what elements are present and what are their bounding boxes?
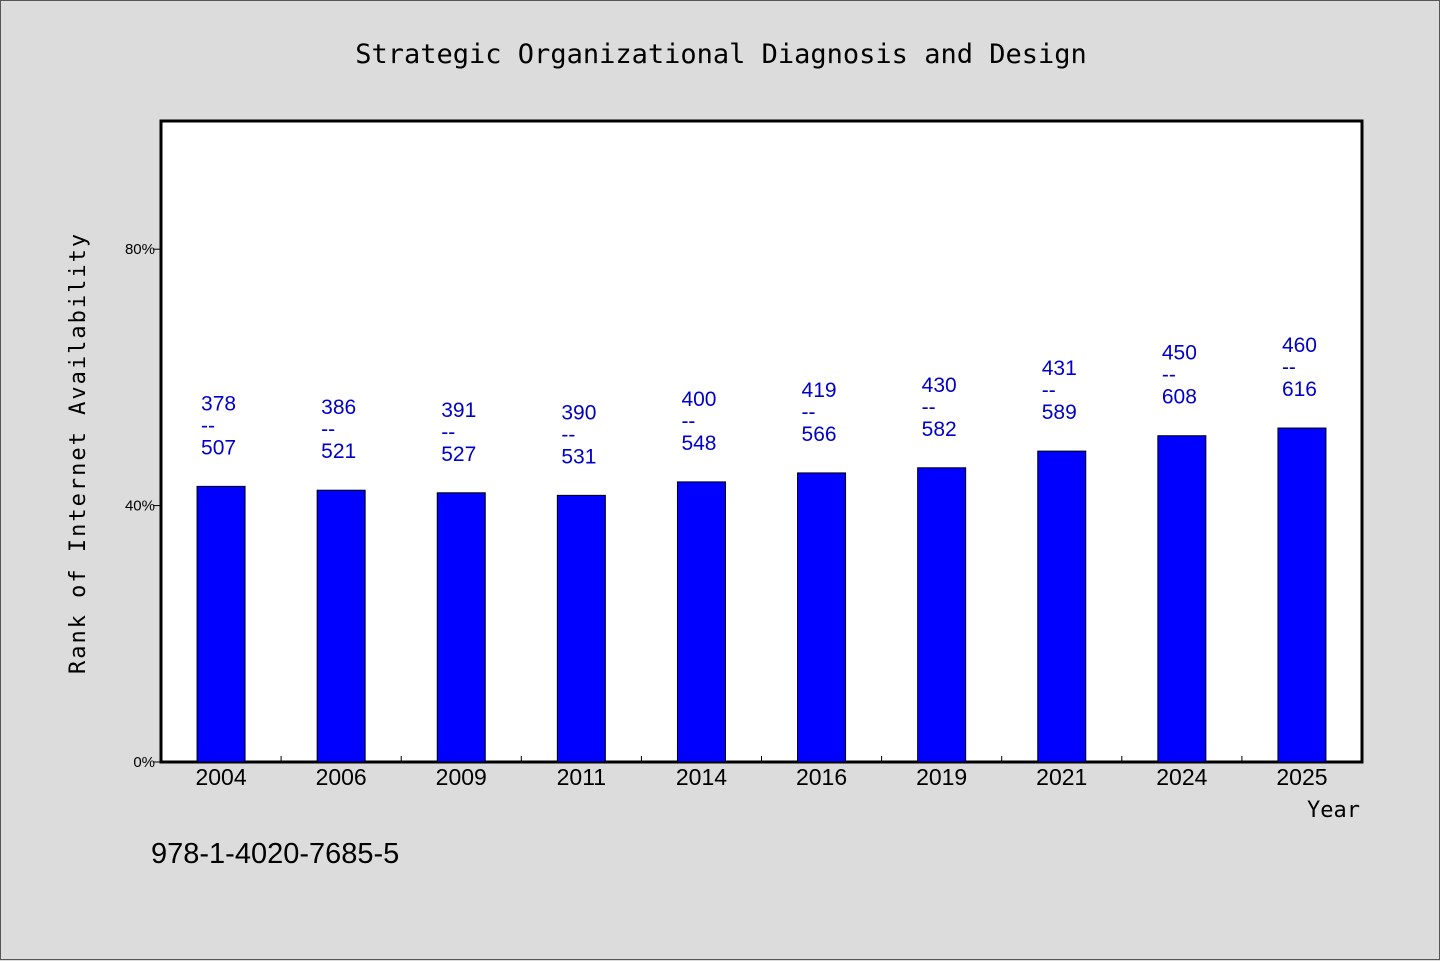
x-tick-label: 2014 bbox=[676, 764, 727, 790]
data-label: 608 bbox=[1162, 386, 1197, 409]
bar-2016 bbox=[797, 472, 847, 763]
bar-2024 bbox=[1157, 435, 1207, 763]
data-label: 616 bbox=[1282, 378, 1317, 401]
data-label: -- bbox=[1282, 356, 1296, 379]
y-axis-label: Rank of Internet Availability bbox=[66, 232, 91, 674]
bar-2009 bbox=[436, 492, 486, 763]
chart-title: Strategic Organizational Diagnosis and D… bbox=[355, 39, 1087, 70]
data-label: 531 bbox=[561, 445, 596, 468]
data-label: 419 bbox=[802, 379, 837, 402]
y-tick-labels: 0% 40% 80% bbox=[125, 241, 155, 771]
data-label: 386 bbox=[321, 396, 356, 419]
data-label: 450 bbox=[1162, 342, 1197, 365]
x-tick-label: 2004 bbox=[195, 764, 246, 790]
x-tick-label: 2011 bbox=[557, 764, 606, 790]
data-label: -- bbox=[561, 423, 575, 446]
data-label: 521 bbox=[321, 440, 356, 463]
bar-2019 bbox=[917, 467, 967, 763]
data-label: -- bbox=[1042, 379, 1056, 402]
data-label: 460 bbox=[1282, 334, 1317, 357]
footer-isbn: 978-1-4020-7685-5 bbox=[151, 838, 399, 870]
data-label: -- bbox=[441, 421, 455, 444]
x-tick-label: 2024 bbox=[1156, 764, 1207, 790]
data-label: -- bbox=[201, 414, 215, 437]
x-tick-label: 2021 bbox=[1036, 764, 1087, 790]
axis-ticks bbox=[153, 248, 1243, 763]
data-label: -- bbox=[321, 418, 335, 441]
y-tick-label: 80% bbox=[125, 241, 155, 258]
data-label: 378 bbox=[201, 392, 236, 415]
data-label: -- bbox=[1162, 364, 1176, 387]
bar-2014 bbox=[676, 481, 726, 763]
x-tick-label: 2009 bbox=[436, 764, 487, 790]
data-labels: 378--507386--521391--527390--531400--548… bbox=[201, 334, 1317, 468]
data-label: 507 bbox=[201, 436, 236, 459]
data-label: 527 bbox=[441, 443, 476, 466]
y-tick-label: 0% bbox=[133, 754, 155, 771]
data-label: 589 bbox=[1042, 401, 1077, 424]
data-label: -- bbox=[802, 401, 816, 424]
bar-2006 bbox=[316, 489, 366, 763]
data-label: 390 bbox=[561, 401, 596, 424]
bar-2004 bbox=[196, 485, 246, 763]
data-label: 431 bbox=[1042, 357, 1077, 380]
bar-2025 bbox=[1277, 427, 1327, 763]
data-label: 548 bbox=[681, 432, 716, 455]
bar-2021 bbox=[1037, 450, 1087, 763]
x-tick-labels: 2004 2006 2009 2011 2014 2016 2019 2021 2024 2025 bbox=[195, 764, 1327, 790]
x-tick-label: 2016 bbox=[796, 764, 847, 790]
bars bbox=[196, 427, 1327, 763]
x-tick-label: 2025 bbox=[1276, 764, 1327, 790]
data-label: 400 bbox=[681, 388, 716, 411]
y-tick-label: 40% bbox=[125, 498, 155, 515]
data-label: 582 bbox=[922, 418, 957, 441]
data-label: -- bbox=[681, 410, 695, 433]
data-label: 391 bbox=[441, 399, 476, 422]
x-tick-label: 2006 bbox=[316, 764, 367, 790]
data-label: -- bbox=[922, 396, 936, 419]
data-label: 430 bbox=[922, 374, 957, 397]
x-axis-label: Year bbox=[1307, 798, 1360, 823]
bar-2011 bbox=[556, 494, 606, 763]
x-tick-label: 2019 bbox=[916, 764, 967, 790]
data-label: 566 bbox=[802, 423, 837, 446]
